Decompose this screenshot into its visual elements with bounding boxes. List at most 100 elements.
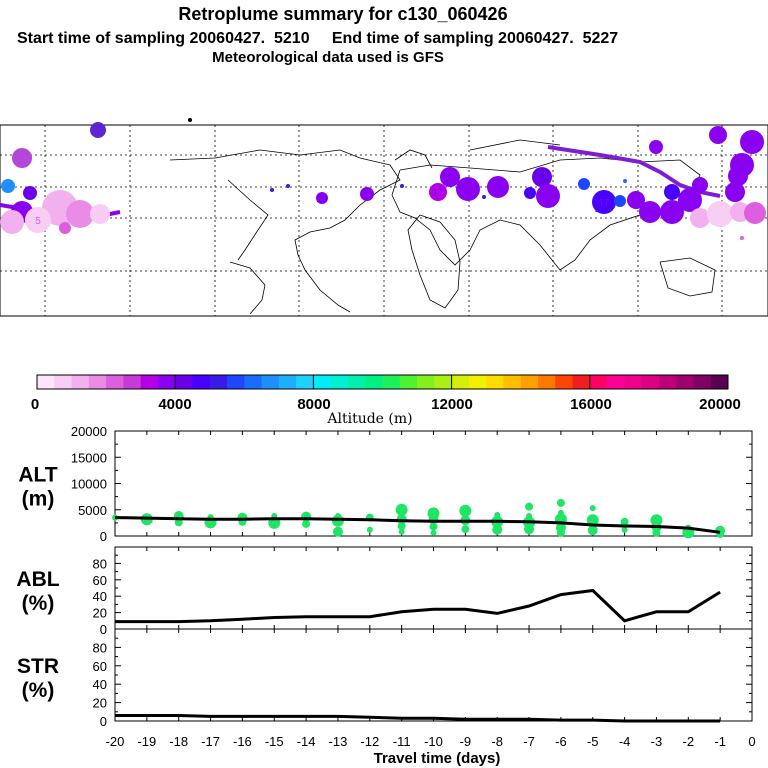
coastlines: [169, 139, 716, 315]
y-axis-label: (%): [22, 592, 55, 615]
colorbar-cell: [330, 375, 349, 389]
x-tick-label: -2: [683, 734, 695, 749]
colorbar-cell: [347, 375, 366, 389]
colorbar-tick: 4000: [158, 396, 191, 413]
alt-line: [114, 516, 721, 534]
x-tick-label: -16: [233, 734, 252, 749]
altitude-point: [174, 518, 183, 527]
colorbar-cell: [54, 375, 72, 389]
y-tick-label: 60: [93, 659, 107, 674]
y-tick-label: 20000: [71, 424, 107, 439]
altitude-point: [366, 526, 373, 533]
y-tick-label: 15000: [71, 450, 107, 465]
colorbar-cell: [382, 375, 401, 389]
y-tick-label: 80: [93, 556, 107, 571]
x-axis-label: Travel time (days): [374, 750, 501, 767]
altitude-point: [397, 522, 406, 531]
colorbar-cell: [624, 375, 643, 389]
colorbar-tick: 16000: [570, 396, 612, 413]
y-tick-label: 0: [100, 622, 107, 637]
altitude-point: [398, 528, 405, 535]
y-tick-label: 80: [93, 640, 107, 655]
y-tick-label: 60: [93, 573, 107, 588]
colorbar-cell: [399, 375, 418, 389]
colorbar-cell: [676, 375, 694, 389]
y-tick-label: 10000: [71, 477, 107, 492]
colorbar-cell: [140, 375, 159, 389]
plume-label: 13: [666, 208, 678, 219]
y-tick-label: 20: [93, 606, 107, 621]
world-map: 16 20 20 15 19 17 20 13 16 15 17 15 16 1…: [0, 118, 768, 317]
y-tick-label: 40: [93, 677, 107, 692]
colorbar-cell: [123, 375, 142, 389]
x-tick-label: -15: [265, 734, 284, 749]
x-tick-label: -3: [651, 734, 663, 749]
y-axis-label: (%): [22, 679, 55, 702]
plume-label: 20: [462, 185, 474, 196]
panel-frame: [114, 628, 753, 722]
y-axis-label: ALT: [18, 464, 57, 487]
altitude-point: [459, 504, 472, 517]
str-line: [115, 714, 721, 723]
colorbar-cell: [313, 375, 332, 389]
y-tick-label: 40: [93, 589, 107, 604]
x-tick-label: -9: [460, 734, 472, 749]
x-tick-label: 0: [748, 734, 755, 749]
plume-label: 16: [536, 173, 548, 184]
x-tick-label: -14: [297, 734, 316, 749]
colorbar-tick: 0: [31, 396, 39, 413]
plume-label: 16: [644, 208, 656, 219]
colorbar-cell: [106, 375, 124, 389]
x-tick-label: -19: [137, 734, 156, 749]
colorbar-cell: [520, 375, 539, 389]
altitude-point: [429, 522, 438, 531]
colorbar-cell: [555, 375, 573, 389]
colorbar-cell: [503, 375, 522, 389]
plume-label: 164: [744, 138, 761, 149]
x-tick-label: -6: [555, 734, 567, 749]
panel-frame: [114, 546, 753, 630]
plume-label: 19: [444, 173, 456, 184]
altitude-point: [524, 524, 535, 535]
altitude-point: [589, 505, 596, 512]
altitude-point: [332, 526, 343, 537]
altitude-colorbar: 0 4000 8000 12000 16000 20000 Altitude (…: [31, 374, 741, 427]
colorbar-cell: [37, 375, 55, 389]
colorbar-cell: [607, 375, 625, 389]
y-axis-label: STR: [17, 655, 59, 678]
altitude-point: [556, 498, 565, 507]
colorbar-cell: [658, 375, 677, 389]
plume-label: 15: [594, 204, 606, 215]
colorbar-cell: [468, 375, 487, 389]
y-tick-label: 0: [100, 714, 107, 729]
plume-label: 13: [732, 153, 744, 164]
colorbar-cell: [71, 375, 90, 389]
colorbar-frame: [36, 374, 729, 390]
x-tick-label: -20: [106, 734, 125, 749]
figure-title: Retroplume summary for c130_060426: [178, 4, 507, 24]
colorbar-cell: [365, 375, 383, 389]
colorbar-cell: [486, 375, 504, 389]
colorbar-tick: 12000: [431, 396, 473, 413]
altitude-point: [556, 528, 565, 537]
plume-label: 17: [598, 198, 610, 209]
colorbar-ticks: 0 4000 8000 12000 16000 20000: [31, 396, 741, 413]
altitude-point: [395, 503, 408, 516]
colorbar-tick: 20000: [699, 396, 741, 413]
plume-dots: [0, 118, 766, 240]
time-series-panels: 05000100001500020000ALT(m)020406080ABL(%…: [16, 424, 753, 729]
plume-label: 20: [16, 154, 28, 165]
colorbar-cell: [192, 375, 211, 389]
x-tick-label: -12: [360, 734, 379, 749]
y-axis-label: (m): [22, 488, 55, 511]
altitude-point: [331, 514, 344, 527]
plume-label: 13: [492, 183, 504, 194]
colorbar-cells: [37, 375, 729, 389]
colorbar-cell: [175, 375, 193, 389]
x-tick-label: -4: [619, 734, 631, 749]
altitude-point: [652, 528, 661, 537]
altitude-point: [461, 525, 470, 534]
x-tick-label: -10: [424, 734, 443, 749]
